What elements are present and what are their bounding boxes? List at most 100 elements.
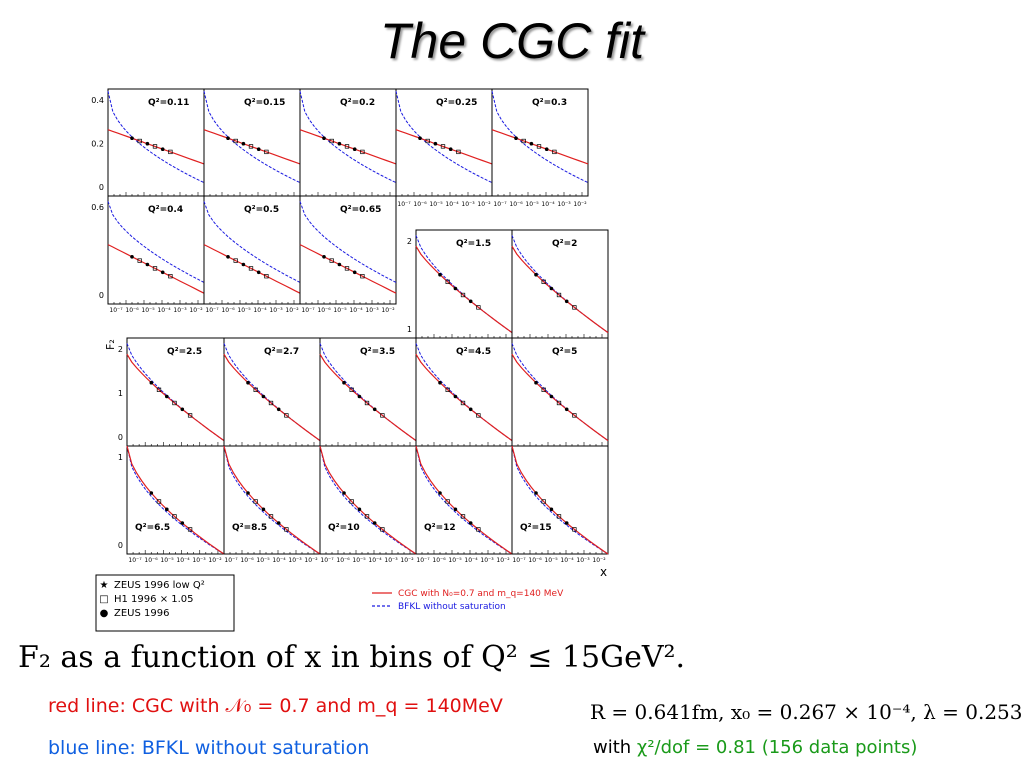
bfkl-curve <box>415 343 513 442</box>
data-point <box>322 254 326 259</box>
legend-marker-label: ZEUS 1996 low Q² <box>114 580 205 591</box>
data-point <box>425 138 430 144</box>
x-tick-label: 10⁻² <box>189 307 203 314</box>
y-tick-label: 0.4 <box>91 96 104 105</box>
data-point <box>440 144 446 149</box>
x-tick-label: 10⁻² <box>400 557 414 564</box>
data-point <box>360 149 365 155</box>
data-point <box>448 147 453 151</box>
chi-square-caption: with χ²/dof = 0.81 (156 data points) <box>593 737 917 758</box>
data-point <box>445 387 450 392</box>
data-point <box>468 299 473 304</box>
x-tick-label: 10⁻⁵ <box>525 201 539 208</box>
x-tick-label: 10⁻⁴ <box>349 307 363 314</box>
data-point <box>276 521 281 525</box>
x-tick-label: 10⁻⁶ <box>509 201 523 208</box>
x-tick-label: 10⁻⁶ <box>528 557 542 564</box>
data-point <box>564 521 569 525</box>
legend-marker-symbol: ● <box>100 608 109 619</box>
bfkl-curve <box>223 343 321 442</box>
data-point <box>137 138 142 144</box>
x-tick-label: 10⁻⁷ <box>416 557 430 564</box>
x-tick-label: 10⁻⁷ <box>493 201 507 208</box>
data-point <box>172 514 177 519</box>
x-tick-label: 10⁻² <box>208 557 222 564</box>
data-point <box>168 149 173 155</box>
x-tick-label: 10⁻⁵ <box>544 557 558 564</box>
x-tick-label: 10⁻⁷ <box>224 557 238 564</box>
panel-label: Q²=8.5 <box>232 523 267 533</box>
bfkl-curve <box>299 201 397 283</box>
legend-line-label: BFKL without saturation <box>398 602 506 612</box>
data-point <box>433 141 438 146</box>
x-tick-label: 10⁻⁵ <box>160 557 174 564</box>
x-tick-label: 10⁻² <box>573 201 587 208</box>
x-tick-label: 10⁻³ <box>173 307 187 314</box>
data-point <box>476 305 481 310</box>
data-point <box>418 136 422 140</box>
panel-label: Q²=12 <box>424 523 456 533</box>
y-tick-label: 0 <box>118 433 123 442</box>
data-point <box>521 138 526 144</box>
data-point <box>145 141 150 146</box>
data-point <box>514 136 518 140</box>
panel-frame <box>319 445 417 555</box>
data-point <box>468 407 473 412</box>
data-point <box>187 527 193 532</box>
y-tick-label: 1 <box>118 453 123 462</box>
panel-label: Q²=6.5 <box>135 523 170 533</box>
chi-prefix: with <box>593 737 637 758</box>
x-tick-label: 10⁻⁷ <box>397 201 411 208</box>
x-tick-label: 10⁻² <box>477 201 491 208</box>
data-point <box>168 274 173 279</box>
panel-label: Q²=0.25 <box>436 98 477 108</box>
x-tick-label: 10⁻³ <box>288 557 302 564</box>
x-tick-label: 10⁻⁴ <box>272 557 286 564</box>
x-tick-label: 10⁻⁶ <box>125 307 139 314</box>
data-point <box>342 491 346 495</box>
data-point <box>453 507 458 512</box>
data-point <box>152 144 158 149</box>
x-tick-label: 10⁻⁷ <box>512 557 526 564</box>
data-point <box>572 305 577 310</box>
data-point <box>549 286 554 291</box>
panel-label: Q²=0.65 <box>340 205 381 215</box>
bfkl-curve <box>395 90 493 184</box>
data-point <box>357 394 362 399</box>
data-point <box>284 413 289 418</box>
f2-panel-grid-chart: Q²=0.11 Q²=0.15 Q²=0.2 Q²=0.25 Q²=0.3 Q²=0.4 Q… <box>91 88 609 632</box>
data-point <box>572 413 577 418</box>
x-tick-label: 10⁻⁴ <box>253 307 267 314</box>
blue-line-caption: blue line: BFKL without saturation <box>48 737 370 759</box>
x-tick-label: 10⁻⁵ <box>141 307 155 314</box>
x-axis-label: x <box>600 565 607 579</box>
bfkl-curve <box>299 90 397 184</box>
y-tick-label: 2 <box>407 237 412 246</box>
data-point <box>556 400 562 406</box>
cgc-curve <box>415 245 513 334</box>
data-point <box>541 499 546 504</box>
panel-label: Q²=0.15 <box>244 98 285 108</box>
data-point <box>149 380 154 385</box>
x-tick-label: 10⁻⁶ <box>432 557 446 564</box>
data-point <box>438 380 442 385</box>
x-tick-label: 10⁻⁴ <box>368 557 382 564</box>
data-point <box>241 262 246 267</box>
cgc-curve <box>126 353 225 442</box>
data-point <box>453 286 458 291</box>
panel-label: Q²=3.5 <box>360 347 395 357</box>
data-point <box>160 270 165 275</box>
data-point <box>372 407 377 412</box>
legend-marker-label: H1 1996 × 1.05 <box>114 594 194 605</box>
cgc-curve <box>299 244 397 294</box>
bfkl-curve <box>319 343 417 442</box>
legend-marker-label: ZEUS 1996 <box>114 608 169 619</box>
data-point <box>156 499 162 504</box>
panel-label: Q²=2.5 <box>167 347 202 357</box>
data-point <box>534 491 538 495</box>
data-point <box>276 407 281 412</box>
x-tick-label: 10⁻⁴ <box>464 557 478 564</box>
panel-label: Q²=1.5 <box>456 239 491 249</box>
cgc-curve <box>491 129 589 165</box>
data-point <box>226 136 230 140</box>
